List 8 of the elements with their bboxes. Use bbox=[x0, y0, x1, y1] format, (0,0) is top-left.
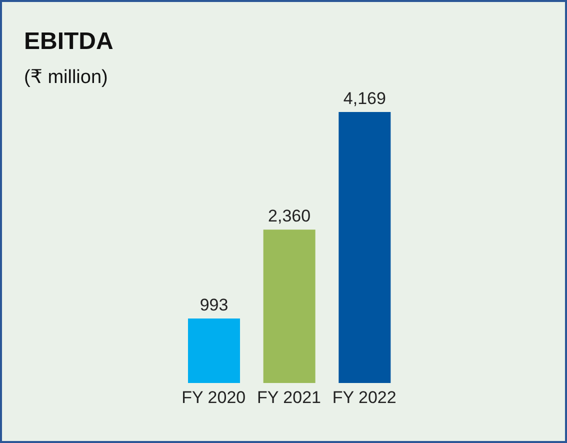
data-label: 2,360 bbox=[268, 206, 311, 226]
x-tick-label: FY 2022 bbox=[332, 388, 396, 408]
chart-subtitle: (₹ million) bbox=[24, 66, 108, 89]
x-tick-label: FY 2021 bbox=[257, 388, 321, 408]
chart-title: EBITDA bbox=[24, 28, 114, 56]
data-label: 4,169 bbox=[343, 89, 386, 108]
data-label: 993 bbox=[200, 295, 228, 314]
x-tick-label: FY 2020 bbox=[182, 388, 246, 408]
